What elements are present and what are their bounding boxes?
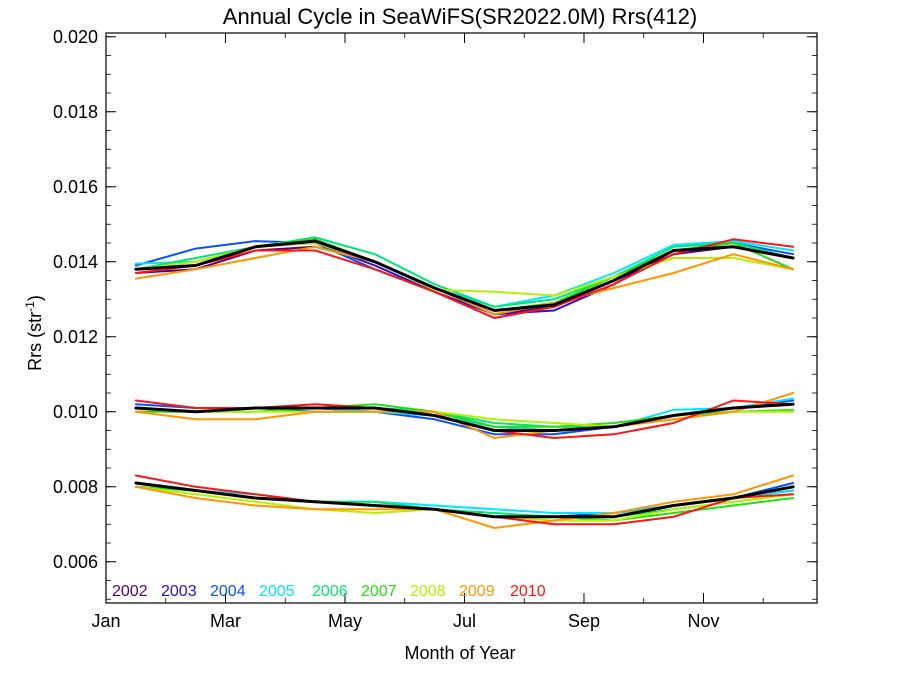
legend-item-2009: 2009	[459, 583, 495, 600]
x-tick-label: Sep	[568, 611, 600, 631]
y-tick-label: 0.014	[53, 252, 98, 272]
y-axis: 0.006 0.008 0.010 0.012 0.014 0.016 0.018 0.020	[53, 27, 817, 600]
series-line-2009-upper	[134, 245, 795, 316]
legend-item-2004: 2004	[210, 583, 246, 600]
chart-title: Annual Cycle in SeaWiFS(SR2022.0M) Rrs(4…	[223, 4, 697, 29]
x-tick-label: Jan	[91, 611, 120, 631]
legend-item-2003: 2003	[161, 583, 197, 600]
series-line-mean-middle	[134, 402, 795, 432]
x-tick-label: Jul	[453, 611, 476, 631]
y-tick-label: 0.010	[53, 402, 98, 422]
y-axis-label: Rrs (str-1)	[23, 295, 45, 371]
legend-item-2006: 2006	[312, 583, 348, 600]
legend-item-2002: 2002	[112, 583, 148, 600]
legend-item-2007: 2007	[361, 583, 397, 600]
y-axis-label-main: Rrs (str	[25, 312, 45, 371]
x-axis-label: Month of Year	[404, 643, 515, 663]
legend-item-2005: 2005	[259, 583, 295, 600]
series-line-mean-lower	[134, 481, 795, 519]
y-axis-label-end: )	[25, 295, 45, 301]
legend-item-2010: 2010	[510, 583, 546, 600]
series-line-2009-middle	[134, 392, 795, 439]
x-tick-label: May	[328, 611, 362, 631]
x-axis: Jan Mar May Jul Sep Nov	[91, 33, 764, 631]
x-tick-label: Mar	[210, 611, 241, 631]
y-axis-label-superscript: -1	[23, 301, 37, 312]
y-tick-label: 0.012	[53, 327, 98, 347]
series-line-mean-upper	[134, 239, 795, 312]
legend: 2002 2003 2004 2005 2006 2007 2008 2009 2010	[112, 583, 546, 600]
legend-item-2008: 2008	[410, 583, 446, 600]
series-line-2010-upper	[134, 238, 795, 319]
series-line-2009-lower	[134, 474, 795, 529]
x-tick-label: Nov	[687, 611, 719, 631]
y-tick-label: 0.006	[53, 552, 98, 572]
plot-area	[134, 236, 795, 529]
y-tick-label: 0.016	[53, 177, 98, 197]
y-tick-label: 0.020	[53, 27, 98, 47]
y-tick-label: 0.008	[53, 477, 98, 497]
y-tick-label: 0.018	[53, 102, 98, 122]
